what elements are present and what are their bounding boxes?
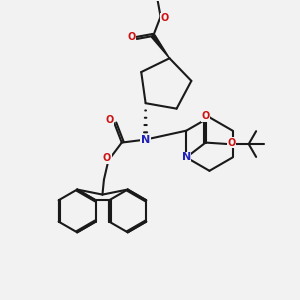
Text: O: O xyxy=(227,138,236,148)
Text: N: N xyxy=(182,152,191,162)
Text: O: O xyxy=(127,32,136,42)
Text: O: O xyxy=(103,153,111,163)
Polygon shape xyxy=(152,35,169,58)
Text: O: O xyxy=(160,13,168,23)
Text: O: O xyxy=(202,111,210,122)
Text: N: N xyxy=(141,135,150,145)
Text: O: O xyxy=(106,115,114,125)
